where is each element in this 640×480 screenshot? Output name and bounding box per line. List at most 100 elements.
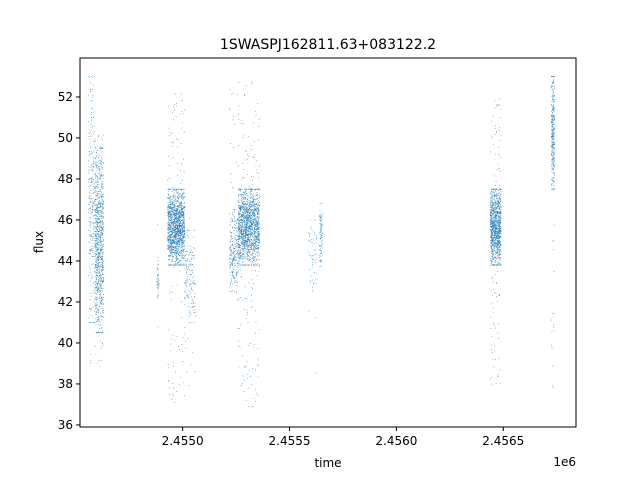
data-point bbox=[232, 209, 234, 211]
data-point bbox=[97, 284, 98, 286]
data-point bbox=[179, 218, 181, 220]
data-point bbox=[95, 230, 97, 232]
data-point bbox=[173, 209, 175, 211]
data-point bbox=[254, 231, 255, 233]
data-point bbox=[256, 228, 257, 230]
data-point bbox=[157, 274, 159, 276]
data-point bbox=[255, 230, 256, 232]
data-point bbox=[312, 230, 314, 232]
data-point bbox=[248, 209, 250, 210]
data-point bbox=[229, 258, 231, 260]
data-point bbox=[245, 192, 247, 194]
data-point bbox=[179, 235, 181, 236]
data-point bbox=[321, 229, 323, 230]
data-point bbox=[183, 242, 184, 244]
data-point bbox=[170, 237, 171, 238]
data-point bbox=[180, 233, 181, 235]
data-point bbox=[169, 264, 171, 265]
data-point bbox=[243, 220, 245, 222]
data-point bbox=[94, 226, 95, 228]
data-point bbox=[247, 215, 249, 216]
data-point bbox=[156, 282, 158, 284]
data-point bbox=[257, 375, 259, 377]
data-point bbox=[233, 232, 235, 234]
data-point bbox=[100, 221, 102, 223]
data-point bbox=[98, 289, 99, 290]
data-point bbox=[168, 225, 170, 227]
data-point bbox=[243, 215, 245, 217]
data-point bbox=[238, 205, 240, 207]
data-point bbox=[94, 266, 96, 268]
data-point bbox=[236, 272, 237, 273]
data-point bbox=[245, 243, 247, 244]
data-point bbox=[167, 215, 169, 217]
data-point bbox=[95, 292, 96, 294]
data-point bbox=[249, 227, 250, 229]
data-point bbox=[97, 185, 98, 187]
data-point bbox=[102, 270, 104, 272]
data-point bbox=[178, 240, 180, 241]
data-point bbox=[247, 252, 248, 254]
data-point bbox=[245, 232, 246, 233]
data-point bbox=[99, 194, 101, 196]
data-point bbox=[98, 287, 100, 289]
data-point bbox=[94, 188, 95, 189]
data-point bbox=[172, 233, 174, 235]
data-point bbox=[103, 316, 104, 318]
data-point bbox=[101, 270, 103, 272]
data-point bbox=[257, 395, 259, 396]
data-point bbox=[177, 251, 179, 253]
data-point bbox=[94, 201, 96, 202]
data-point bbox=[169, 256, 170, 257]
data-point bbox=[240, 194, 242, 195]
data-point bbox=[88, 185, 90, 187]
data-point bbox=[174, 238, 176, 239]
data-point bbox=[175, 247, 177, 249]
data-point bbox=[178, 252, 179, 254]
data-point bbox=[250, 214, 252, 216]
data-point bbox=[237, 223, 239, 224]
data-point bbox=[169, 243, 171, 244]
data-point bbox=[89, 192, 91, 193]
data-point bbox=[259, 188, 260, 190]
data-point bbox=[239, 208, 241, 210]
data-point bbox=[89, 249, 91, 251]
data-point bbox=[245, 233, 246, 235]
data-point bbox=[179, 238, 181, 240]
data-point bbox=[191, 263, 193, 265]
data-point bbox=[243, 375, 244, 377]
data-point bbox=[171, 208, 172, 210]
data-point bbox=[102, 312, 104, 313]
data-point bbox=[258, 229, 260, 230]
data-point bbox=[168, 232, 170, 234]
data-point bbox=[93, 236, 94, 237]
data-point bbox=[240, 189, 241, 191]
data-point bbox=[189, 293, 190, 295]
data-point bbox=[257, 223, 258, 225]
data-point bbox=[102, 343, 104, 344]
data-point bbox=[100, 233, 102, 235]
data-point bbox=[321, 253, 322, 254]
data-point bbox=[256, 171, 258, 173]
data-point bbox=[251, 249, 253, 251]
data-point bbox=[247, 233, 248, 235]
data-point bbox=[185, 261, 187, 262]
data-point bbox=[171, 223, 173, 225]
data-point bbox=[248, 228, 249, 229]
data-point bbox=[244, 95, 245, 96]
data-point bbox=[96, 203, 98, 205]
data-point bbox=[249, 187, 251, 189]
data-point bbox=[98, 235, 100, 236]
data-point bbox=[234, 247, 236, 249]
data-point bbox=[257, 247, 259, 248]
data-point bbox=[175, 237, 177, 238]
data-point bbox=[188, 237, 189, 239]
data-point bbox=[238, 263, 240, 264]
data-point bbox=[171, 212, 173, 213]
data-point bbox=[176, 222, 178, 223]
data-point bbox=[255, 241, 257, 243]
data-point bbox=[172, 241, 174, 242]
data-point bbox=[233, 214, 234, 216]
data-point bbox=[255, 194, 257, 196]
data-point bbox=[175, 235, 177, 237]
